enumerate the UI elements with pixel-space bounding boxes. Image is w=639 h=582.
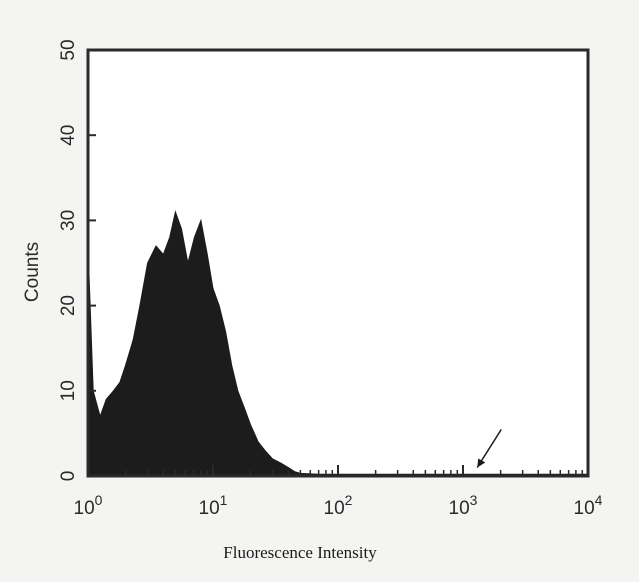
- y-tick-label: 10: [58, 380, 79, 401]
- y-tick-labels: 0 10 20 30 40 50: [58, 39, 79, 481]
- x-tick-labels: 100 101 102 103 104: [74, 492, 603, 519]
- y-tick-label: 0: [58, 471, 79, 482]
- x-tick-label: 102: [324, 492, 353, 519]
- y-axis-title: Counts: [22, 242, 43, 302]
- annotations: [476, 429, 502, 468]
- plot-frame: [86, 48, 590, 478]
- x-axis-title: Fluorescence Intensity: [223, 543, 377, 562]
- x-tick-label: 100: [74, 492, 103, 519]
- y-tick-label: 20: [58, 295, 79, 316]
- arrow-head: [477, 458, 486, 468]
- x-tick-label: 104: [574, 492, 603, 519]
- y-tick-label: 40: [58, 125, 79, 146]
- y-tick-label: 30: [58, 210, 79, 231]
- histogram-area: [87, 210, 589, 477]
- x-tick-label: 103: [449, 492, 478, 519]
- x-tick-label: 101: [199, 492, 228, 519]
- y-tick-label: 50: [58, 39, 79, 60]
